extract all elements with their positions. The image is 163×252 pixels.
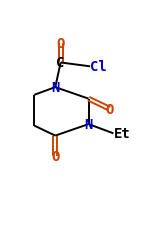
Text: O: O <box>51 150 59 164</box>
Text: N: N <box>84 118 93 132</box>
Text: O: O <box>57 37 65 51</box>
Text: Et: Et <box>113 127 130 141</box>
Text: N: N <box>51 81 59 95</box>
Text: Cl: Cl <box>90 60 107 74</box>
Text: O: O <box>105 102 114 116</box>
Text: C: C <box>57 56 65 70</box>
